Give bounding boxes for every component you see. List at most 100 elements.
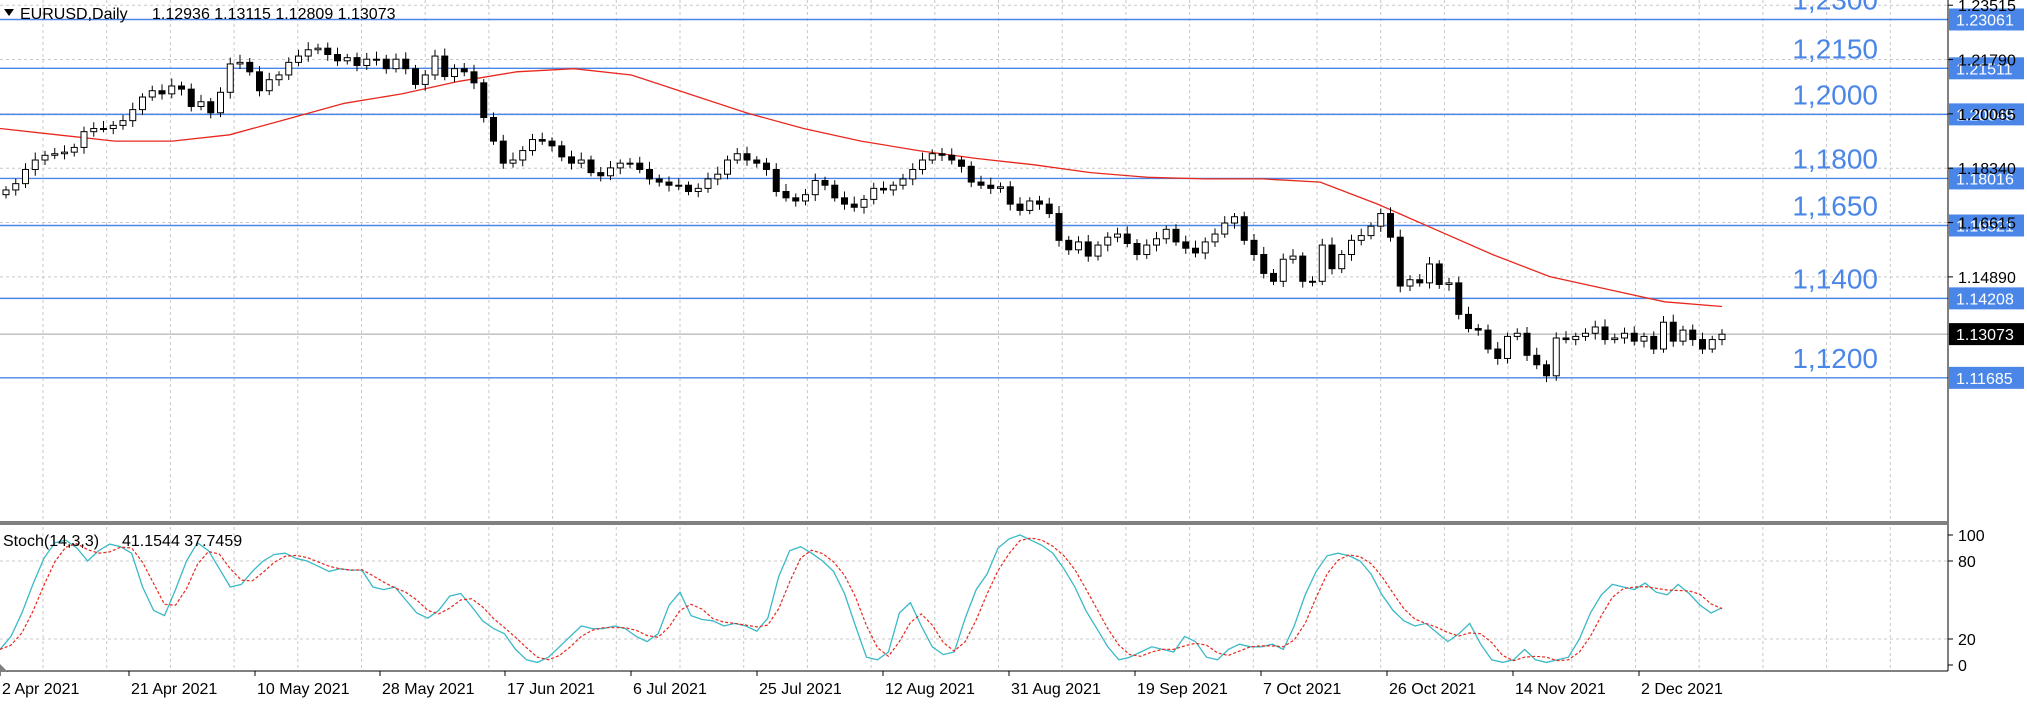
candle-bull	[236, 61, 244, 65]
time-tick-label: 28 May 2021	[382, 681, 475, 698]
candle-bull	[607, 167, 614, 177]
candle-bear	[1630, 332, 1638, 342]
candle-bull	[1504, 335, 1511, 359]
level-price-tag-text: 1.14208	[1956, 291, 2014, 308]
level-label: 1,2150	[1792, 33, 1878, 64]
moving-average	[0, 68, 1723, 308]
candle-bear	[850, 203, 858, 208]
candle-bear	[1650, 335, 1658, 350]
candle-bear	[490, 116, 497, 142]
candle-bear	[441, 55, 449, 78]
candle-bear	[1250, 239, 1258, 256]
candle-bull	[70, 146, 78, 153]
scroll-marker-icon[interactable]	[0, 664, 8, 672]
price-tick-label: 1.14890	[1958, 270, 2016, 287]
candle-bear	[831, 184, 839, 199]
candle-bear	[1192, 247, 1199, 254]
candle-bull	[1611, 337, 1619, 341]
candle-bear	[1543, 364, 1550, 377]
candle-bull	[704, 178, 712, 189]
level-price-tag-text: 1.18016	[1956, 171, 2014, 188]
price-tick-label: 1.16615	[1958, 216, 2016, 233]
stochastic-lines	[0, 534, 1723, 664]
candle-bull	[1406, 279, 1414, 287]
time-tick-label: 17 Jun 2021	[507, 681, 595, 698]
candle-bull	[519, 150, 527, 161]
candle-bear	[1669, 321, 1677, 342]
candle-bear	[938, 153, 946, 156]
ma-line	[0, 68, 1723, 308]
candle-bull	[1143, 244, 1151, 256]
candle-bull	[1114, 233, 1121, 238]
level-price-tag	[1949, 57, 2024, 80]
time-tick-label: 6 Jul 2021	[633, 681, 707, 698]
candle-bear	[763, 162, 770, 170]
candle-bear	[412, 68, 419, 85]
candle-bull	[197, 101, 205, 107]
time-tick-label: 19 Sep 2021	[1137, 681, 1228, 698]
candle-bear	[1601, 326, 1609, 341]
candle-bear	[636, 162, 644, 170]
price-axis: 1.23515 1.21790 1.20065 1.18340 1.16615 1.148…	[1948, 0, 2016, 287]
price-pane[interactable]	[0, 0, 1948, 521]
candle-bull	[1718, 333, 1726, 341]
candle-bear	[1699, 339, 1706, 350]
current-price-tag-text: 1.13073	[1956, 327, 2014, 344]
candle-bear	[1182, 241, 1190, 249]
dropdown-triangle-icon[interactable]	[4, 9, 14, 16]
price-tick-label: 1.18340	[1958, 161, 2016, 178]
candle-bull	[421, 74, 429, 85]
candle-bear	[841, 197, 848, 205]
candle-bear	[987, 184, 995, 189]
time-tick-label: 2 Dec 2021	[1641, 681, 1723, 698]
level-price-tag	[1949, 167, 2024, 190]
candle-bear	[772, 168, 780, 193]
candle-bull	[733, 153, 741, 161]
candle-bear	[1328, 244, 1336, 270]
candle-bear	[1533, 354, 1541, 366]
candle-bull	[1026, 200, 1034, 211]
candle-bull	[1094, 244, 1102, 257]
time-tick-label: 31 Aug 2021	[1011, 681, 1101, 698]
candle-bear	[1016, 203, 1024, 211]
candle-bear	[1065, 239, 1073, 251]
candle-bull	[1104, 236, 1112, 246]
level-price-tag-text: 1.11685	[1956, 371, 2013, 388]
grid-lines	[0, 0, 1948, 669]
candle-bull	[1679, 329, 1687, 342]
stoch-tick-label: 20	[1958, 632, 1976, 649]
candle-bear	[1045, 203, 1053, 215]
candle-bull	[1591, 326, 1599, 334]
candle-bull	[22, 168, 29, 185]
symbol-label: EURUSD,Daily	[20, 6, 128, 23]
level-price-tag	[1949, 214, 2024, 237]
candle-bull	[80, 131, 88, 148]
candle-bull	[1221, 222, 1229, 235]
price-tick-label: 1.23515	[1958, 0, 2016, 15]
candle-bull	[1513, 332, 1521, 337]
candle-bear	[1465, 313, 1472, 330]
candle-bull	[1348, 239, 1355, 256]
candle-bull	[51, 153, 59, 156]
candle-bull	[41, 154, 49, 161]
candle-bull	[1338, 254, 1346, 270]
candle-bull	[1279, 258, 1287, 282]
time-tick-label: 2 Apr 2021	[2, 681, 80, 698]
candle-bull	[997, 186, 1004, 189]
time-tick-label: 14 Nov 2021	[1515, 681, 1606, 698]
candle-bear	[538, 139, 546, 142]
level-label: 1,2300	[1792, 0, 1878, 15]
candle-bear	[1084, 241, 1092, 257]
candle-bull	[285, 61, 293, 76]
time-tick-label: 12 Aug 2021	[885, 681, 975, 698]
candle-bull	[392, 58, 400, 70]
candle-bull	[529, 139, 536, 152]
candle-bear	[1036, 200, 1043, 205]
candle-bull	[1231, 216, 1238, 224]
stoch-tick-label: 100	[1958, 528, 1985, 545]
candle-bear	[1523, 332, 1531, 356]
candle-bull	[1572, 335, 1580, 341]
stoch-pane[interactable]	[0, 525, 1948, 671]
candle-bear	[1299, 255, 1307, 282]
